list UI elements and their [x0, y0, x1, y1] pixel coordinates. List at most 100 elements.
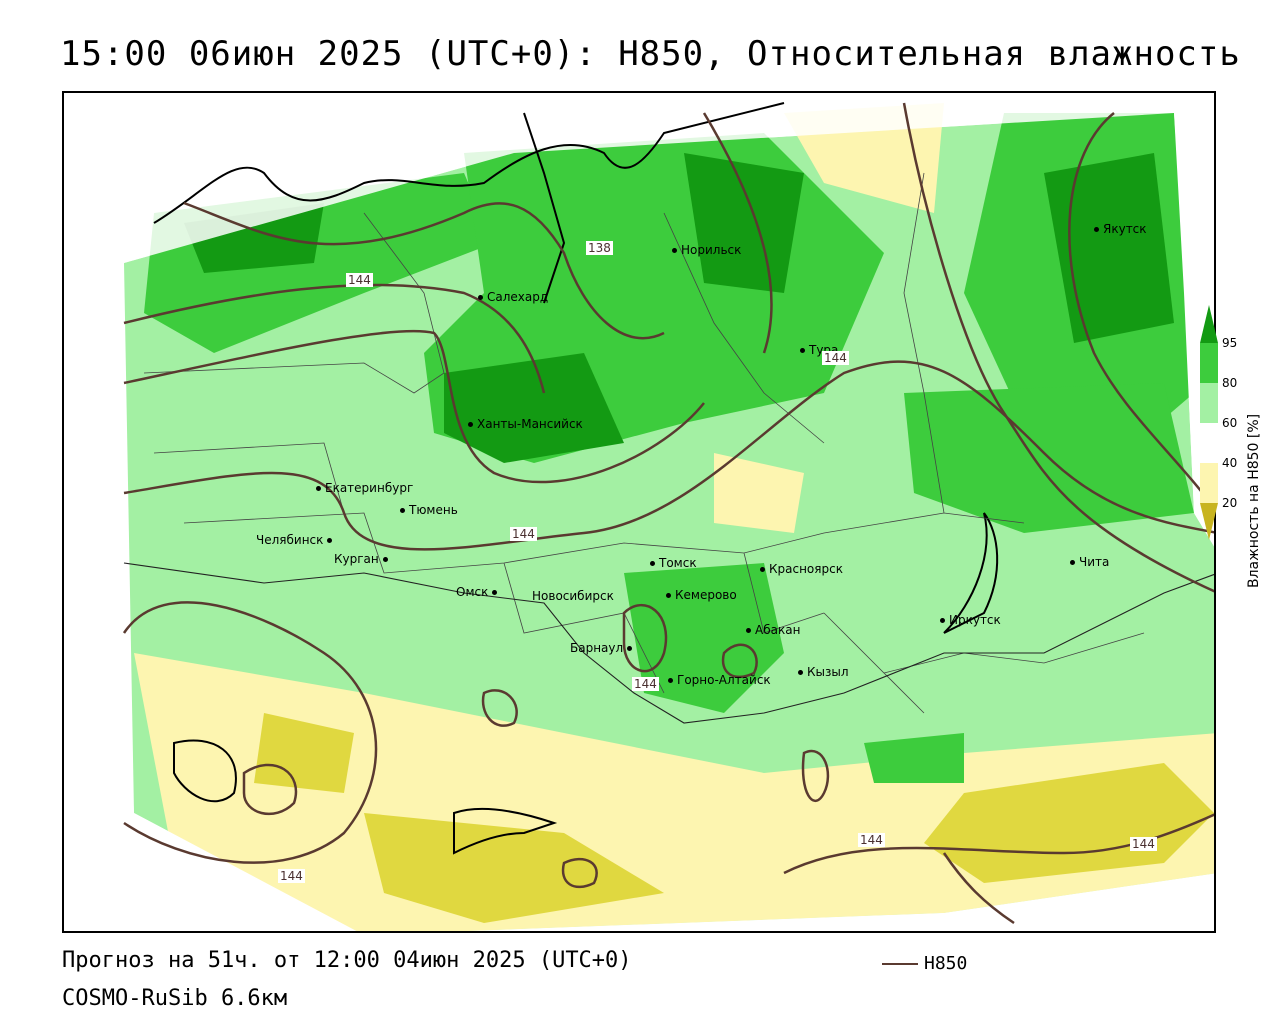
legend-band	[1200, 383, 1218, 423]
legend-tick: 20	[1222, 496, 1238, 510]
city-label: Екатеринбург	[316, 481, 413, 495]
city-label: Челябинск	[256, 533, 336, 547]
lake-balkhash-west	[173, 739, 237, 803]
contour-line	[242, 763, 298, 815]
city-dot-icon	[400, 508, 405, 513]
map-area: Якутск Норильск Салехард Тура Ханты-Манс…	[62, 91, 1216, 933]
arctic-coastline	[153, 102, 785, 224]
city-dot-icon	[672, 248, 677, 253]
contour-line	[942, 852, 1015, 925]
outside-domain-south	[469, 873, 1214, 931]
city-dot-icon	[650, 561, 655, 566]
contour-line	[183, 201, 665, 340]
city-name: Томск	[659, 556, 697, 570]
legend-band	[1200, 343, 1218, 383]
contour-label: 138	[586, 241, 613, 255]
legend-band	[1200, 463, 1218, 503]
city-dot-icon	[668, 678, 673, 683]
moist-zone-mongolia	[864, 733, 964, 783]
contour-line	[801, 749, 830, 802]
contour-legend-line-icon	[882, 963, 918, 965]
humidity-map	[64, 93, 1214, 931]
city-label: Курган	[334, 552, 392, 566]
contour-line	[123, 360, 1214, 551]
contour-label: 144	[346, 273, 373, 287]
contour-label: 144	[632, 677, 659, 691]
contour-label: 144	[858, 833, 885, 847]
legend-cap-bottom	[1200, 503, 1218, 540]
city-name: Салехард	[487, 290, 549, 304]
legend-tick: 60	[1222, 416, 1238, 430]
contour-line	[123, 329, 705, 484]
lake-balkhash	[453, 807, 558, 855]
city-dot-icon	[492, 590, 498, 595]
contour-line	[702, 112, 773, 354]
lake-baikal	[943, 512, 999, 634]
city-dot-icon	[666, 593, 671, 598]
city-label: Кемерово	[666, 588, 737, 602]
contour-line	[123, 283, 546, 394]
city-name: Ханты-Мансийск	[477, 417, 583, 431]
contour-line	[622, 603, 668, 673]
contour-line	[481, 689, 518, 727]
city-name: Челябинск	[256, 533, 324, 547]
contour-line	[122, 601, 378, 864]
legend-band	[1200, 423, 1218, 463]
forecast-info: Прогноз на 51ч. от 12:00 04июн 2025 (UTC…	[62, 948, 632, 973]
city-label: Норильск	[672, 243, 741, 257]
city-dot-icon	[1094, 227, 1099, 232]
city-dot-icon	[940, 618, 945, 623]
contour-label: 144	[1130, 837, 1157, 851]
legend-cap-top	[1200, 305, 1218, 343]
city-name: Омск	[456, 585, 489, 599]
very-dry-zone-1	[364, 813, 664, 923]
contour-line	[721, 643, 758, 679]
contour-legend-label: H850	[924, 953, 968, 974]
city-name: Новосибирск	[532, 589, 614, 603]
city-name: Горно-Алтайск	[677, 673, 771, 687]
city-label: Тюмень	[400, 503, 458, 517]
contour-line	[902, 102, 1214, 593]
city-label: Красноярск	[760, 562, 843, 576]
city-name: Абакан	[755, 623, 801, 637]
city-label: Барнаул	[570, 641, 636, 655]
city-name: Красноярск	[769, 562, 843, 576]
city-label: Иркутск	[940, 613, 1001, 627]
city-name: Иркутск	[949, 613, 1001, 627]
humidity-legend-bar	[1200, 305, 1218, 540]
city-label: Горно-Алтайск	[668, 673, 771, 687]
outside-domain-north	[64, 93, 1214, 813]
city-label: Омск	[456, 585, 501, 599]
city-dot-icon	[382, 557, 388, 562]
legend-title: Влажность на H850 [%]	[1246, 413, 1262, 588]
very-dry-zone-3	[254, 713, 354, 793]
city-name: Якутск	[1103, 222, 1147, 236]
city-dot-icon	[1070, 560, 1075, 565]
city-label: Томск	[650, 556, 697, 570]
city-name: Барнаул	[570, 641, 624, 655]
country-border	[123, 562, 1214, 724]
city-label: Ханты-Мансийск	[468, 417, 583, 431]
city-name: Тюмень	[409, 503, 458, 517]
map-title: 15:00 06июн 2025 (UTC+0): H850, Относите…	[60, 34, 1241, 74]
city-label: Новосибирск	[532, 589, 614, 603]
model-name: COSMO-RuSib 6.6км	[62, 986, 288, 1011]
city-dot-icon	[800, 348, 805, 353]
city-name: Кызыл	[807, 665, 849, 679]
city-dot-icon	[316, 486, 321, 491]
legend-tick: 95	[1222, 336, 1238, 350]
legend-tick: 40	[1222, 456, 1238, 470]
city-dot-icon	[478, 295, 483, 300]
city-name: Екатеринбург	[325, 481, 414, 495]
city-dot-icon	[798, 670, 803, 675]
h850-contours	[122, 102, 1214, 925]
very-moist-zone-khanty	[444, 353, 624, 463]
city-dot-icon	[327, 538, 333, 543]
city-label: Абакан	[746, 623, 800, 637]
very-dry-zone-2	[924, 763, 1214, 883]
contour-label: 144	[278, 869, 305, 883]
contour-label: 144	[510, 527, 537, 541]
city-name: Норильск	[681, 243, 742, 257]
contour-line	[1068, 112, 1214, 510]
city-label: Кызыл	[798, 665, 849, 679]
